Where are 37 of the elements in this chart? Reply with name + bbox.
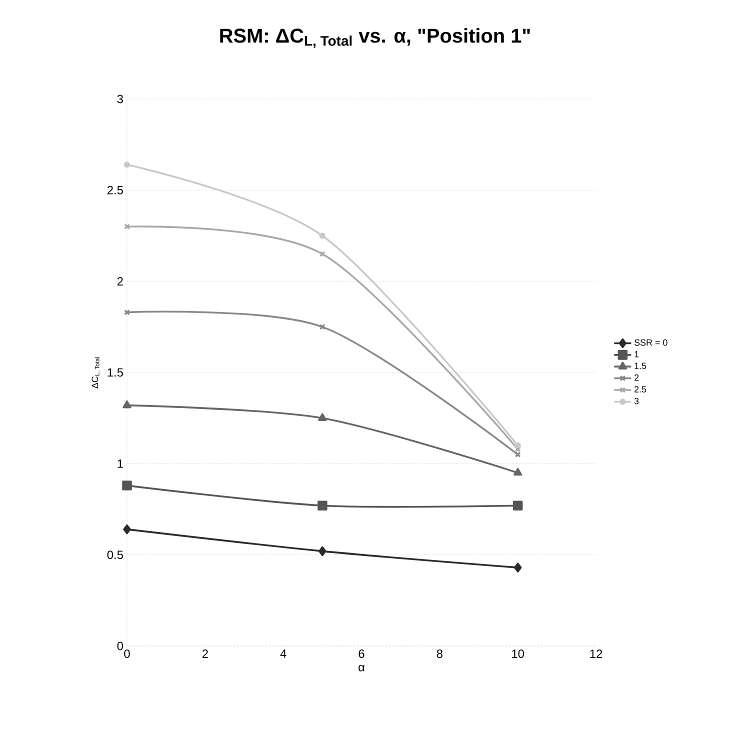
legend-label: SSR = 0: [634, 339, 668, 346]
point: [122, 480, 132, 490]
point: [319, 250, 326, 257]
x-axis-title: α: [358, 664, 365, 672]
x-tick-label: 10: [512, 650, 524, 658]
y-tick-label: 0: [117, 642, 124, 650]
legend-label: 2: [634, 374, 639, 381]
point: [318, 413, 327, 421]
point: [514, 442, 521, 449]
point: [514, 562, 522, 572]
point: [124, 162, 130, 168]
point: [318, 546, 326, 556]
point: [319, 324, 326, 330]
x-tick-label: 2: [202, 650, 208, 658]
point: [319, 232, 326, 239]
x-tick-label: 12: [590, 650, 602, 658]
y-tick-label: 3: [117, 94, 123, 104]
x-tick-label: 4: [280, 650, 286, 658]
point: [512, 500, 523, 510]
point: [122, 400, 132, 408]
legend-label: 3: [634, 398, 639, 404]
point: [123, 524, 131, 534]
x-tick-label: 6: [358, 650, 364, 658]
chart-title: $\text{RSM: ΔC}_{\text{L, Total}}\text{ vs. α, \textquotedbl Position 1\textquotedbl}$: [220, 28, 530, 48]
legend-label: 1: [634, 351, 639, 358]
legend-label: 1.5: [634, 362, 646, 370]
point: [513, 468, 522, 476]
y-tick-label: 0.5: [107, 550, 123, 560]
legend-label: 2.5: [634, 386, 646, 392]
y-tick-label: 1: [118, 460, 123, 468]
y-axis-title: $\text{ΔC}_{\text{L, Total}}$: [92, 357, 100, 388]
y-tick-label: 2: [117, 277, 123, 286]
x-tick-label: 8: [436, 650, 442, 658]
point: [318, 500, 328, 510]
y-tick-label: 1.5: [108, 368, 123, 377]
y-tick-label: 2.5: [107, 186, 123, 194]
x-tick-label: 0: [124, 650, 130, 658]
